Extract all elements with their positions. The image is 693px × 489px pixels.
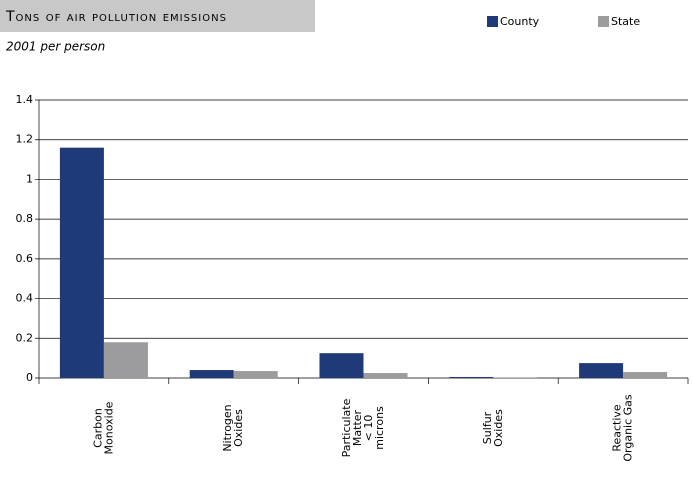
x-tick-label: Monoxide: [102, 401, 115, 454]
y-tick-label: 0.8: [16, 212, 34, 225]
y-tick-label: 1.4: [16, 93, 34, 106]
bar: [493, 377, 538, 378]
y-tick-label: 1.2: [16, 133, 34, 146]
bar: [623, 372, 668, 378]
y-tick-label: 0.6: [16, 252, 34, 265]
x-tick-label: Organic Gas: [622, 394, 635, 462]
y-tick-label: 0.2: [16, 331, 34, 344]
legend-swatch: [487, 16, 498, 27]
bar: [579, 363, 624, 378]
y-tick-label: 0.4: [16, 292, 34, 305]
title-band: [0, 0, 315, 32]
x-tick-label: Matter: [351, 409, 364, 446]
legend-label: State: [611, 15, 640, 28]
chart-subtitle: 2001 per person: [6, 40, 105, 54]
x-tick-label: Carbon: [91, 408, 104, 448]
x-tick-label: < 10: [362, 415, 375, 442]
x-tick-label: Sulfur: [481, 411, 494, 444]
bar: [189, 370, 234, 378]
bar: [103, 342, 148, 378]
x-tick-label: Nitrogen: [221, 404, 234, 451]
chart-title: Tons of air pollution emissions: [5, 9, 227, 25]
legend-swatch: [598, 16, 609, 27]
x-tick-label: Reactive: [611, 404, 624, 452]
x-tick-label: Oxides: [232, 409, 245, 447]
y-tick-label: 0: [26, 371, 33, 384]
y-tick-label: 1: [26, 172, 33, 185]
x-tick-label: Particulate: [340, 398, 353, 457]
x-tick-label: Oxides: [492, 409, 505, 447]
bar: [233, 371, 278, 378]
bar: [319, 353, 364, 378]
bar: [363, 373, 408, 378]
bar: [59, 147, 104, 378]
x-tick-label: microns: [373, 406, 386, 450]
bar: [449, 377, 494, 378]
legend-label: County: [500, 15, 540, 28]
